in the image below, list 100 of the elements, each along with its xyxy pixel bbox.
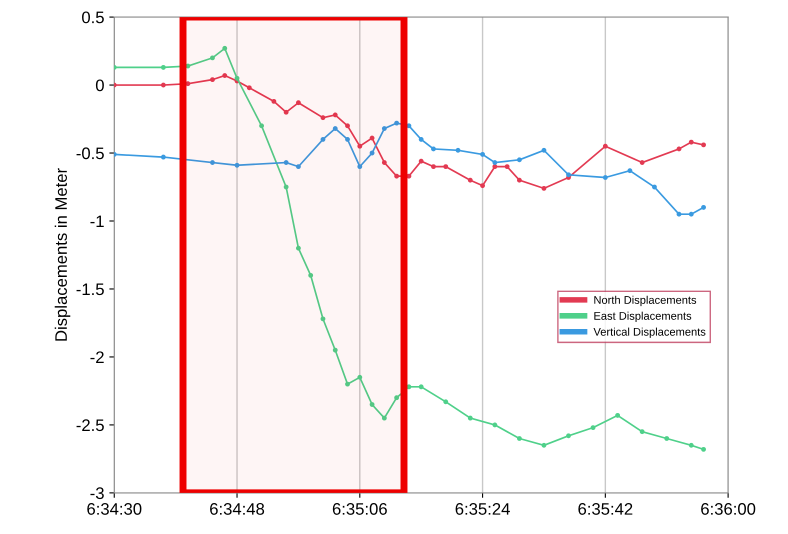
point (296, 246, 301, 251)
point (320, 137, 326, 142)
point (394, 174, 400, 179)
point (210, 55, 215, 60)
point (234, 162, 240, 168)
point (160, 82, 166, 88)
x-tick-label: 6:34:48 (210, 503, 264, 515)
point (688, 212, 694, 217)
y-tick-label: -1.5 (76, 284, 104, 296)
point (566, 433, 571, 438)
point (664, 436, 670, 441)
point (259, 123, 264, 128)
point (443, 399, 448, 404)
point (468, 416, 473, 421)
point (492, 160, 498, 165)
point (160, 64, 166, 70)
point (468, 178, 473, 183)
point (418, 137, 424, 142)
point (431, 164, 436, 170)
point (370, 150, 375, 156)
point (688, 140, 694, 145)
point (320, 316, 326, 322)
point (160, 154, 166, 160)
point (382, 126, 387, 131)
point (382, 160, 387, 165)
point (332, 126, 338, 131)
point (504, 164, 510, 170)
x-tick-label: 6:35:24 (456, 503, 510, 515)
point (382, 416, 387, 421)
point (308, 272, 314, 278)
point (418, 158, 424, 164)
y-tick-label: 0 (96, 79, 104, 92)
point (210, 77, 215, 82)
point (516, 178, 522, 183)
point (345, 382, 350, 387)
point (345, 123, 350, 128)
point (590, 425, 596, 430)
point (370, 136, 375, 141)
point (627, 168, 632, 174)
point (234, 76, 240, 81)
point (676, 146, 682, 152)
point (542, 442, 546, 448)
point (271, 98, 276, 104)
point (222, 46, 228, 51)
point (332, 112, 338, 118)
point (480, 183, 485, 188)
x-tick-label: 6:35:42 (578, 503, 632, 515)
point (320, 115, 326, 120)
point (542, 148, 546, 153)
point (516, 436, 522, 441)
legend-label: East Displacements (594, 312, 692, 322)
point (284, 184, 289, 190)
point (602, 144, 608, 149)
point (516, 157, 522, 162)
point (640, 160, 645, 165)
legend-label: Vertical Displacements (593, 328, 706, 338)
point (296, 164, 301, 170)
point (418, 384, 424, 390)
point (688, 442, 694, 448)
point (566, 172, 571, 178)
y-tick-label: -2 (90, 351, 104, 363)
point (332, 348, 338, 353)
point (357, 164, 362, 170)
point (456, 148, 460, 153)
point (357, 144, 362, 149)
x-tick-label: 6:35:06 (332, 503, 387, 515)
point (210, 160, 215, 165)
point (701, 204, 706, 210)
point (640, 429, 645, 434)
point (431, 146, 436, 152)
point (701, 142, 706, 148)
point (345, 137, 350, 142)
point (394, 120, 400, 126)
x-tick-label: 6:36:00 (701, 503, 756, 515)
point (615, 412, 620, 418)
point (443, 164, 448, 170)
point (480, 152, 485, 157)
point (394, 395, 400, 400)
point (284, 110, 289, 115)
y-axis-title: Displacements in Meter (54, 168, 70, 341)
y-tick-label: -3 (90, 487, 104, 500)
point (222, 73, 228, 78)
point (701, 446, 706, 452)
point (492, 422, 498, 428)
point (602, 175, 608, 180)
point (652, 184, 657, 190)
point (296, 100, 301, 106)
point (492, 164, 498, 170)
point (676, 212, 682, 217)
y-tick-label: 0.5 (82, 11, 104, 24)
y-tick-label: -0.5 (76, 147, 104, 160)
legend-label: North Displacements (594, 296, 696, 306)
y-tick-label: -1 (90, 216, 104, 228)
point (370, 402, 375, 407)
x-tick-label: 6:34:30 (87, 503, 142, 515)
point (284, 160, 289, 165)
point (542, 186, 546, 191)
point (357, 374, 362, 380)
y-tick-label: -2.5 (76, 419, 104, 432)
point (246, 85, 252, 90)
